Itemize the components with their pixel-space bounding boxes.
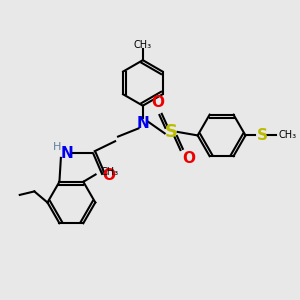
Text: O: O (182, 151, 195, 166)
Text: O: O (152, 95, 164, 110)
Text: N: N (136, 116, 149, 131)
Text: H: H (52, 142, 61, 152)
Text: S: S (256, 128, 268, 143)
Text: O: O (102, 168, 115, 183)
Text: N: N (60, 146, 73, 161)
Text: CH₃: CH₃ (278, 130, 296, 140)
Text: CH₃: CH₃ (134, 40, 152, 50)
Text: S: S (165, 123, 178, 141)
Text: CH₃: CH₃ (100, 167, 118, 177)
